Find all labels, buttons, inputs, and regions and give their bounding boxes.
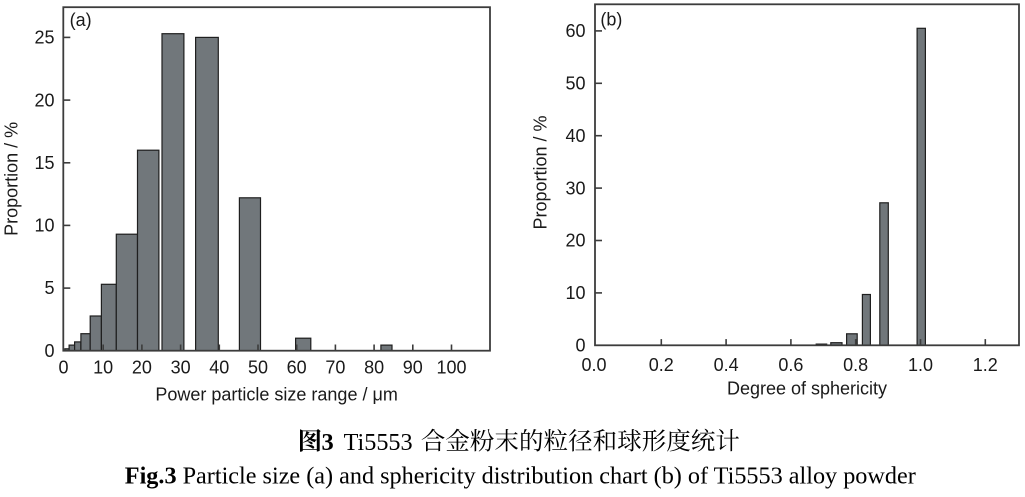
svg-text:30: 30 — [171, 358, 191, 378]
svg-text:90: 90 — [403, 358, 423, 378]
svg-text:50: 50 — [565, 74, 585, 94]
svg-text:100: 100 — [436, 358, 466, 378]
svg-text:0.2: 0.2 — [649, 355, 674, 375]
svg-text:Degree of sphericity: Degree of sphericity — [727, 379, 887, 399]
svg-text:Power particle size range / μm: Power particle size range / μm — [155, 385, 397, 405]
svg-text:20: 20 — [34, 90, 54, 110]
svg-text:3: 3 — [322, 429, 334, 456]
svg-text:50: 50 — [248, 358, 268, 378]
svg-text:Fig.3 Particle size (a) and sp: Fig.3 Particle size (a) and sphericity d… — [125, 463, 916, 490]
svg-text:60: 60 — [287, 358, 307, 378]
svg-text:0.6: 0.6 — [778, 355, 803, 375]
svg-text:0.8: 0.8 — [843, 355, 868, 375]
svg-text:10: 10 — [565, 283, 585, 303]
svg-text:5: 5 — [44, 278, 54, 298]
svg-text:0.0: 0.0 — [581, 355, 606, 375]
svg-text:1.0: 1.0 — [908, 355, 933, 375]
svg-text:Proportion / %: Proportion / % — [531, 115, 551, 229]
svg-text:10: 10 — [93, 358, 113, 378]
svg-text:30: 30 — [565, 178, 585, 198]
svg-text:80: 80 — [364, 358, 384, 378]
svg-text:15: 15 — [34, 153, 54, 173]
svg-text:10: 10 — [34, 216, 54, 236]
svg-text:0: 0 — [58, 358, 68, 378]
svg-text:1.2: 1.2 — [973, 355, 998, 375]
svg-text:Proportion / %: Proportion / % — [2, 122, 22, 236]
svg-text:Ti5553: Ti5553 — [344, 429, 413, 456]
svg-text:20: 20 — [132, 358, 152, 378]
svg-text:40: 40 — [565, 126, 585, 146]
svg-text:0: 0 — [44, 341, 54, 361]
svg-text:(b): (b) — [600, 9, 622, 29]
svg-text:25: 25 — [34, 28, 54, 48]
svg-text:40: 40 — [209, 358, 229, 378]
svg-text:0: 0 — [575, 336, 585, 356]
svg-text:60: 60 — [565, 21, 585, 41]
svg-text:0.4: 0.4 — [714, 355, 739, 375]
svg-text:20: 20 — [565, 231, 585, 251]
svg-text:70: 70 — [325, 358, 345, 378]
svg-text:(a): (a) — [70, 10, 92, 30]
